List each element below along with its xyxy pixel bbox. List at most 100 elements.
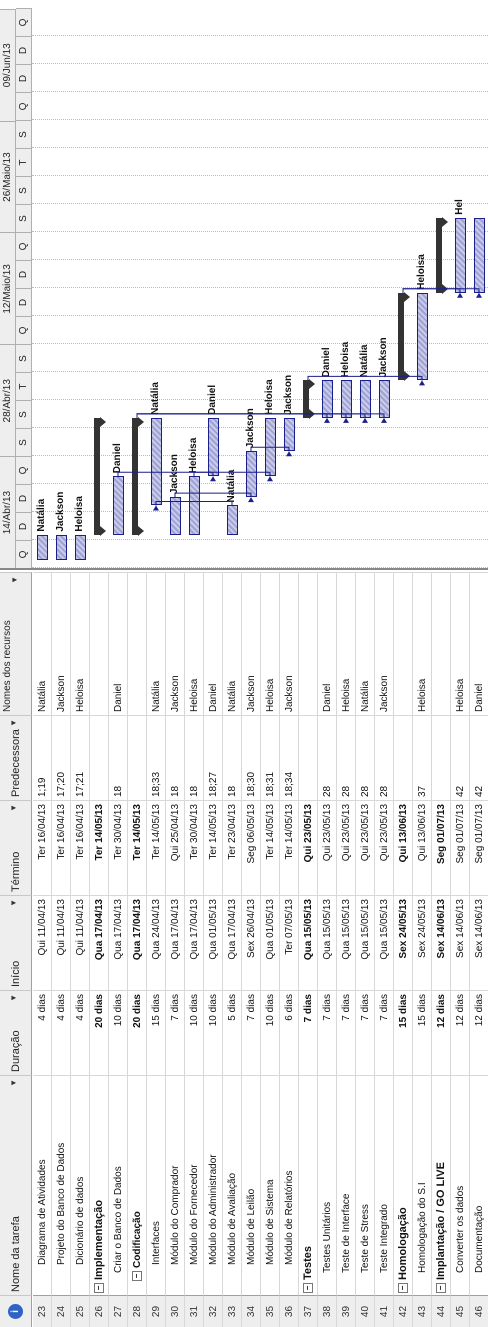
collapse-toggle-icon[interactable]: − <box>303 1283 314 1293</box>
task-name[interactable]: Dicionário de dados <box>71 1075 90 1295</box>
task-start[interactable]: Qua 17/04/13 <box>90 895 109 990</box>
row-number[interactable]: 29 <box>147 1295 166 1327</box>
task-name[interactable]: Projeto do Banco de Dados <box>52 1075 71 1295</box>
header-info[interactable]: i <box>0 1295 32 1327</box>
task-finish[interactable]: Ter 14/05/13 <box>204 800 223 895</box>
task-predecessors[interactable]: 18 <box>166 715 185 800</box>
row-number[interactable]: 40 <box>356 1295 375 1327</box>
row-number[interactable]: 30 <box>166 1295 185 1327</box>
row-number[interactable]: 42 <box>394 1295 413 1327</box>
task-finish[interactable]: Ter 14/05/13 <box>280 800 299 895</box>
task-predecessors[interactable]: 18;31 <box>261 715 280 800</box>
dropdown-arrow-icon[interactable]: ▼ <box>9 1079 18 1087</box>
task-duration[interactable]: 10 dias <box>109 990 128 1075</box>
task-resources[interactable]: Jackson <box>375 572 394 715</box>
task-predecessors[interactable]: 1;19 <box>33 715 52 800</box>
table-row[interactable]: 28 −Codificação 20 dias Qua 17/04/13 Ter 14/… <box>128 572 147 1327</box>
task-start[interactable]: Qua 17/04/13 <box>223 895 242 990</box>
task-start[interactable]: Qua 24/04/13 <box>147 895 166 990</box>
collapse-toggle-icon[interactable]: − <box>132 1271 143 1281</box>
task-resources[interactable] <box>299 572 318 715</box>
task-resources[interactable]: Daniel <box>318 572 337 715</box>
row-number[interactable]: 34 <box>242 1295 261 1327</box>
task-start[interactable]: Qui 11/04/13 <box>52 895 71 990</box>
row-number[interactable]: 32 <box>204 1295 223 1327</box>
task-resources[interactable]: Jackson <box>166 572 185 715</box>
task-predecessors[interactable]: 42 <box>451 715 470 800</box>
task-predecessors[interactable]: 18 <box>185 715 204 800</box>
task-start[interactable]: Ter 07/05/13 <box>280 895 299 990</box>
task-resources[interactable] <box>128 572 147 715</box>
task-name[interactable]: −Implantação / GO LIVE <box>432 1075 451 1295</box>
task-duration[interactable]: 12 dias <box>432 990 451 1075</box>
task-resources[interactable]: Natália <box>147 572 166 715</box>
task-start[interactable]: Qua 15/05/13 <box>299 895 318 990</box>
task-finish[interactable]: Ter 14/05/13 <box>147 800 166 895</box>
task-finish[interactable]: Ter 16/04/13 <box>52 800 71 895</box>
task-start[interactable]: Qui 11/04/13 <box>71 895 90 990</box>
task-start[interactable]: Qua 17/04/13 <box>166 895 185 990</box>
task-finish[interactable]: Seg 06/05/13 <box>242 800 261 895</box>
task-name[interactable]: Módulo do Comprador <box>166 1075 185 1295</box>
task-start[interactable]: Qua 15/05/13 <box>318 895 337 990</box>
task-duration[interactable]: 7 dias <box>166 990 185 1075</box>
task-start[interactable]: Qua 15/05/13 <box>337 895 356 990</box>
task-resources[interactable]: Daniel <box>470 572 488 715</box>
task-finish[interactable]: Qui 13/06/13 <box>413 800 432 895</box>
task-predecessors[interactable]: 28 <box>375 715 394 800</box>
task-predecessors[interactable]: 28 <box>318 715 337 800</box>
table-row[interactable]: 45 Converter os dados 12 dias Sex 14/06/13 S… <box>451 572 470 1327</box>
task-resources[interactable] <box>394 572 413 715</box>
task-start[interactable]: Qua 01/05/13 <box>204 895 223 990</box>
task-start[interactable]: Sex 24/05/13 <box>413 895 432 990</box>
task-finish[interactable]: Qui 23/05/13 <box>318 800 337 895</box>
table-row[interactable]: 39 Teste de Interface 7 dias Qua 15/05/13 Qu… <box>337 572 356 1327</box>
task-finish[interactable]: Ter 30/04/13 <box>109 800 128 895</box>
task-name[interactable]: Teste de Interface <box>337 1075 356 1295</box>
dropdown-arrow-icon[interactable]: ▼ <box>10 576 19 584</box>
task-name[interactable]: Criar o Banco de Dados <box>109 1075 128 1295</box>
task-duration[interactable]: 12 dias <box>470 990 488 1075</box>
task-resources[interactable]: Heloisa <box>337 572 356 715</box>
task-duration[interactable]: 7 dias <box>318 990 337 1075</box>
table-row[interactable]: 42 −Homologação 15 dias Sex 24/05/13 Qui 13/… <box>394 572 413 1327</box>
task-resources[interactable]: Jackson <box>280 572 299 715</box>
task-name[interactable]: Documentação <box>470 1075 488 1295</box>
task-predecessors[interactable]: 28 <box>337 715 356 800</box>
task-finish[interactable]: Ter 16/04/13 <box>33 800 52 895</box>
row-number[interactable]: 39 <box>337 1295 356 1327</box>
task-resources[interactable] <box>90 572 109 715</box>
task-start[interactable]: Qua 17/04/13 <box>128 895 147 990</box>
table-row[interactable]: 33 Módulo de Avaliação 5 dias Qua 17/04/13 T… <box>223 572 242 1327</box>
header-start[interactable]: Início ▼ <box>0 895 32 990</box>
table-row[interactable]: 41 Teste Integrado 7 dias Qua 15/05/13 Qui 2… <box>375 572 394 1327</box>
task-duration[interactable]: 7 dias <box>242 990 261 1075</box>
task-finish[interactable]: Ter 30/04/13 <box>185 800 204 895</box>
row-number[interactable]: 46 <box>470 1295 488 1327</box>
task-duration[interactable]: 4 dias <box>52 990 71 1075</box>
task-name[interactable]: −Codificação <box>128 1075 147 1295</box>
task-duration[interactable]: 6 dias <box>280 990 299 1075</box>
task-duration[interactable]: 7 dias <box>356 990 375 1075</box>
row-number[interactable]: 37 <box>299 1295 318 1327</box>
collapse-toggle-icon[interactable]: − <box>398 1283 409 1293</box>
task-resources[interactable]: Daniel <box>204 572 223 715</box>
task-name[interactable]: Módulo de Sistema <box>261 1075 280 1295</box>
task-start[interactable]: Qua 15/05/13 <box>356 895 375 990</box>
row-number[interactable]: 26 <box>90 1295 109 1327</box>
task-name[interactable]: −Testes <box>299 1075 318 1295</box>
task-start[interactable]: Qua 17/04/13 <box>185 895 204 990</box>
table-row[interactable]: 31 Módulo do Fornecedor 10 dias Qua 17/04/1… <box>185 572 204 1327</box>
task-start[interactable]: Qua 01/05/13 <box>261 895 280 990</box>
task-predecessors[interactable] <box>432 715 451 800</box>
table-row[interactable]: 35 Módulo de Sistema 10 dias Qua 01/05/13 Te… <box>261 572 280 1327</box>
table-row[interactable]: 43 Homologação do S.I 15 dias Sex 24/05/13 Q… <box>413 572 432 1327</box>
task-name[interactable]: Diagrama de Atividades <box>33 1075 52 1295</box>
row-number[interactable]: 41 <box>375 1295 394 1327</box>
collapse-toggle-icon[interactable]: − <box>94 1283 105 1293</box>
row-number[interactable]: 23 <box>33 1295 52 1327</box>
task-finish[interactable]: Ter 14/05/13 <box>90 800 109 895</box>
task-name[interactable]: Testes Unitários <box>318 1075 337 1295</box>
task-duration[interactable]: 15 dias <box>394 990 413 1075</box>
task-predecessors[interactable]: 42 <box>470 715 488 800</box>
